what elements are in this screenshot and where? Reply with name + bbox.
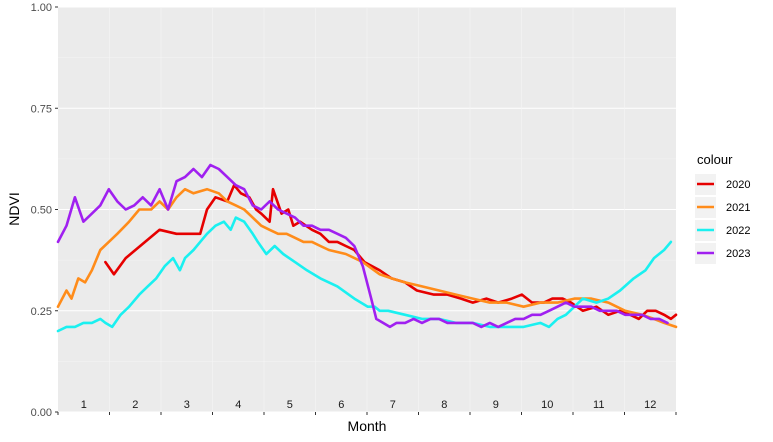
month-label: 7	[390, 399, 396, 411]
x-axis-title: Month	[348, 418, 387, 434]
series-line-2023	[56, 163, 669, 329]
legend: colour 2020 2021 2022 2023	[695, 152, 750, 264]
month-label: 8	[441, 399, 447, 411]
month-label: 12	[644, 399, 656, 411]
y-tick-label: 0.75	[31, 103, 52, 115]
y-tick-label: 0.25	[31, 306, 52, 318]
series-line-2022	[56, 216, 673, 333]
month-label: 4	[235, 399, 241, 411]
series-line-2021	[56, 187, 678, 329]
legend-title: colour	[697, 152, 733, 167]
month-label: 2	[132, 399, 138, 411]
y-axis: 0.00 0.25 0.50 0.75 1.00	[31, 2, 58, 419]
y-tick-label: 1.00	[31, 2, 52, 14]
legend-label-2021: 2021	[726, 202, 750, 214]
month-label: 5	[287, 399, 293, 411]
month-label: 6	[338, 399, 344, 411]
series-lines	[56, 163, 678, 333]
legend-label-2022: 2022	[726, 225, 750, 237]
month-label: 3	[184, 399, 190, 411]
month-label: 1	[81, 399, 87, 411]
y-axis-title: NDVI	[6, 192, 22, 225]
legend-label-2023: 2023	[726, 248, 750, 260]
month-label: 9	[493, 399, 499, 411]
month-label: 11	[593, 399, 604, 411]
month-labels: 1 2 3 4 5 6 7 8 9 10 11 12	[81, 399, 657, 411]
x-axis	[57, 412, 677, 415]
grid-lines	[58, 6, 676, 413]
y-tick-label: 0.00	[31, 407, 52, 419]
month-label: 10	[541, 399, 553, 411]
y-tick-label: 0.50	[31, 205, 52, 217]
legend-label-2020: 2020	[726, 179, 750, 191]
